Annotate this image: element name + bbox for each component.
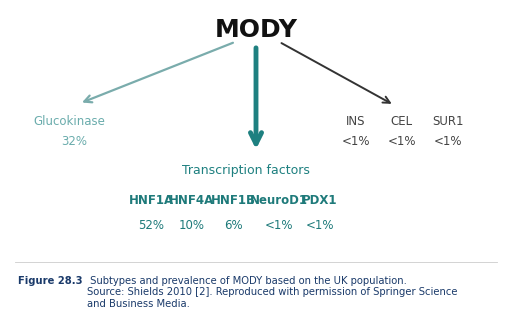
Text: SUR1: SUR1 [432, 116, 464, 128]
Text: <1%: <1% [434, 136, 462, 148]
Text: INS: INS [346, 116, 366, 128]
Text: NeuroD1: NeuroD1 [250, 194, 308, 207]
Text: Glucokinase: Glucokinase [33, 116, 105, 128]
Text: 6%: 6% [224, 219, 242, 232]
Text: Subtypes and prevalence of MODY based on the UK population.
Source: Shields 2010: Subtypes and prevalence of MODY based on… [87, 276, 458, 309]
Text: Transcription factors: Transcription factors [182, 164, 310, 177]
Text: Figure 28.3: Figure 28.3 [18, 276, 82, 286]
Text: <1%: <1% [342, 136, 370, 148]
Text: 32%: 32% [61, 136, 87, 148]
Text: HNF1A: HNF1A [129, 194, 174, 207]
Text: <1%: <1% [306, 219, 334, 232]
Text: HNF4A: HNF4A [169, 194, 215, 207]
Text: 10%: 10% [179, 219, 205, 232]
Text: MODY: MODY [215, 18, 297, 42]
Text: HNF1B: HNF1B [210, 194, 255, 207]
Text: 52%: 52% [138, 219, 164, 232]
Text: <1%: <1% [265, 219, 293, 232]
Text: CEL: CEL [391, 116, 413, 128]
Text: PDX1: PDX1 [302, 194, 338, 207]
Text: <1%: <1% [388, 136, 416, 148]
